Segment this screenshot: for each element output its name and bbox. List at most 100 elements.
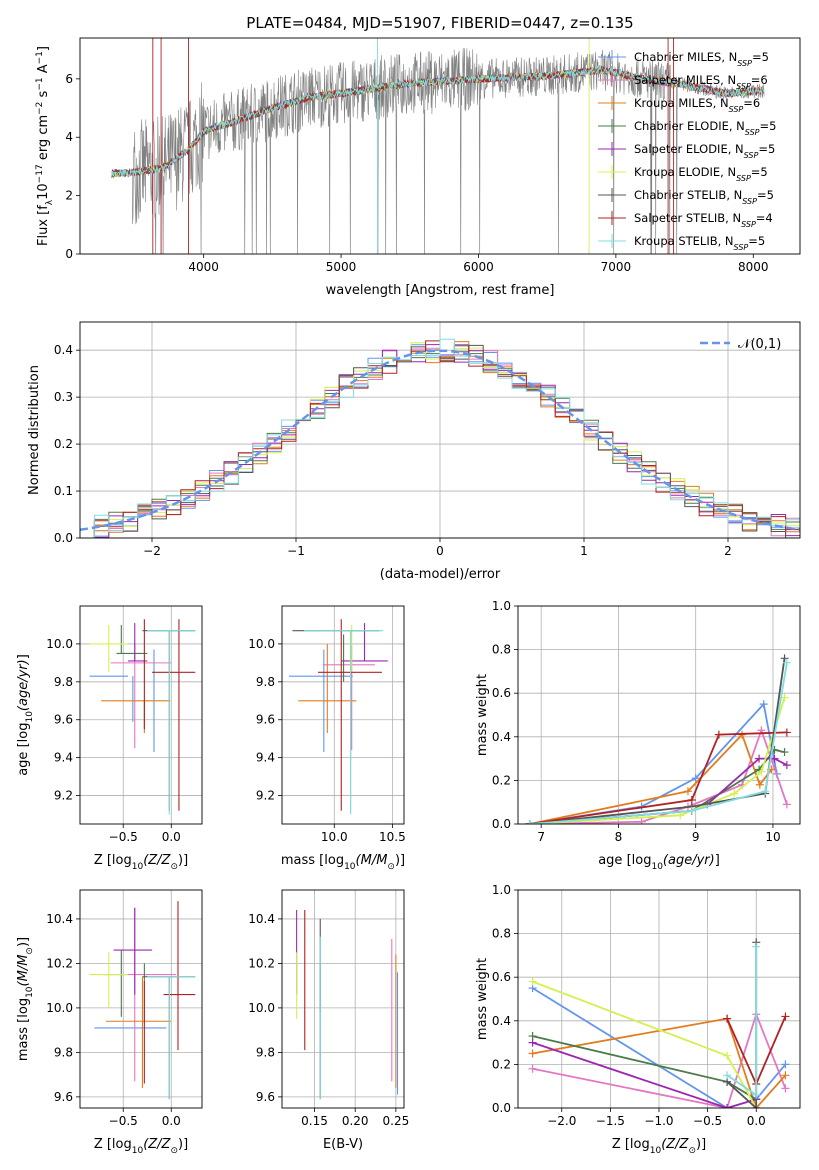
plot-area (89, 901, 196, 1100)
weight-marker (781, 1084, 790, 1093)
y-tick-label: 0.6 (492, 686, 511, 700)
weight-marker (687, 796, 696, 805)
plot-area (111, 38, 765, 254)
y-tick-label: 0.8 (492, 927, 511, 941)
legend-entry: Salpeter MILES, NSSP=6 (634, 73, 768, 91)
weight-marker (752, 942, 761, 951)
x-tick-label: 9 (692, 830, 700, 844)
panel-age-vs-Z: −0.5 0.0 9.2 9.4 9.6 9.8 10.0 Z [log10(Z/Z⊙)] ag… (16, 605, 203, 872)
x-tick-label: 10 (765, 830, 780, 844)
axes-border (79, 321, 801, 539)
weight-marker (691, 774, 700, 783)
weight-marker (782, 800, 791, 809)
x-tick-label: 5000 (326, 260, 357, 274)
y-tick-label: 9.6 (256, 713, 275, 727)
y-tick-label: 9.8 (54, 675, 73, 689)
y-tick-label: 10.2 (46, 956, 73, 970)
x-tick-label: 1 (580, 544, 588, 558)
x-tick-label: 0.0 (162, 830, 181, 844)
plot-area (528, 938, 790, 1108)
panel-weight-vs-age: 7 8 9 10 0.0 0.2 0.4 0.6 0.8 1.0 age [log10(age/yr… (475, 599, 801, 872)
panel-mass-vs-ebv: 0.15 0.20 0.25 9.6 9.8 10.0 10.2 10.4 E(B-V) (248, 889, 410, 1152)
x-tick-label: 2 (724, 544, 732, 558)
x-tick-label: −1.5 (596, 1114, 625, 1128)
x-tick-label: 6000 (463, 260, 494, 274)
axes-frame: −0.5 0.0 9.2 9.4 9.6 9.8 10.0 (46, 637, 181, 844)
y-tick-label: 4 (65, 130, 73, 144)
weight-marker (723, 1014, 732, 1023)
x-axis-label: mass [log10(M/M⊙)] (281, 853, 405, 872)
x-axis-label: E(B-V) (323, 1137, 363, 1152)
y-tick-label: 0.2 (54, 437, 73, 451)
y-tick-label: 0 (65, 247, 73, 261)
x-tick-label: 0.20 (342, 1114, 369, 1128)
legend-entry: Salpeter STELIB, NSSP=4 (634, 211, 773, 229)
x-tick-label: 0.0 (162, 1114, 181, 1128)
x-tick-label: −0.5 (109, 830, 138, 844)
x-axis-label: Z [log10(Z/Z⊙)] (94, 1137, 188, 1156)
weight-line-kroupa-miles (532, 1017, 787, 1108)
chart-title: PLATE=0484, MJD=51907, FIBERID=0447, z=0… (246, 14, 633, 32)
y-tick-label: 9.2 (256, 789, 275, 803)
x-tick-label: 0.0 (747, 1114, 766, 1128)
weight-marker (687, 806, 696, 815)
y-tick-label: 0.8 (492, 643, 511, 657)
x-tick-label: 7000 (601, 260, 632, 274)
panel-weight-vs-Z: −2.0 −1.5 −1.0 −0.5 0.0 0.0 0.2 0.4 0.6 0.8 1.0 Z [… (475, 883, 801, 1156)
y-tick-label: 10.0 (46, 637, 73, 651)
axes-frame: −2.0 −1.5 −1.0 −0.5 0.0 0.0 0.2 0.4 0.6 0.8 1.0 (492, 883, 766, 1128)
weight-marker (757, 767, 766, 776)
x-tick-label: −1 (287, 544, 305, 558)
weight-marker (528, 1049, 537, 1058)
x-tick-label: 8000 (738, 260, 769, 274)
weight-marker (723, 1104, 732, 1108)
y-axis-label: mass weight (475, 958, 490, 1040)
weight-marker (759, 700, 768, 709)
axes-frame: 4000 5000 6000 7000 8000 0 2 4 6 (65, 72, 768, 274)
weight-marker (683, 787, 692, 796)
x-axis-label: age [log10(age/yr)] (598, 853, 720, 872)
panel-age-vs-mass: 10.0 10.5 9.2 9.4 9.6 9.8 10.0 mass [log10(M/M⊙… (248, 605, 406, 872)
y-tick-label: 10.0 (46, 1001, 73, 1015)
panel-spectrum: 4000 5000 6000 7000 8000 0 2 4 6 PLATE=0484, MJD=… (35, 14, 801, 298)
weight-marker (782, 728, 791, 737)
y-tick-label: 9.8 (54, 1045, 73, 1059)
y-tick-label: 10.2 (248, 956, 275, 970)
y-tick-label: 10.0 (248, 637, 275, 651)
weight-marker (723, 1051, 732, 1060)
x-tick-label: −2.0 (547, 1114, 576, 1128)
legend-entry: Salpeter ELODIE, NSSP=5 (634, 142, 775, 160)
plot-area (525, 654, 791, 824)
weight-marker (528, 1038, 537, 1047)
weight-marker (770, 754, 779, 763)
y-axis-label: Normed distribution (27, 365, 42, 495)
y-tick-label: 9.6 (54, 713, 73, 727)
y-tick-label: 9.4 (54, 751, 73, 765)
weight-marker (723, 1071, 732, 1080)
x-tick-label: −0.5 (693, 1114, 722, 1128)
weight-marker (528, 1064, 537, 1073)
weight-marker (525, 820, 534, 824)
y-axis-label: mass [log10(M/M⊙)] (16, 937, 35, 1061)
weight-marker (637, 817, 646, 824)
y-tick-label: 9.8 (256, 1045, 275, 1059)
y-tick-label: 0.4 (54, 343, 73, 357)
y-tick-label: 2 (65, 189, 73, 203)
x-tick-label: 0.25 (383, 1114, 410, 1128)
weight-marker (780, 748, 789, 757)
weight-marker (781, 1071, 790, 1080)
weight-line-salpeter-elodie (532, 1041, 757, 1108)
y-tick-label: 1.0 (492, 599, 511, 613)
weight-marker (781, 1060, 790, 1069)
weight-marker (755, 754, 764, 763)
weight-line-chabrier-elodie (532, 1035, 757, 1101)
y-tick-label: 9.6 (256, 1090, 275, 1104)
y-tick-label: 0.2 (492, 1057, 511, 1071)
legend-entry: Chabrier MILES, NSSP=5 (634, 50, 769, 68)
y-tick-label: 0.4 (492, 1014, 511, 1028)
panel-mass-vs-Z: −0.5 0.0 9.6 9.8 10.0 10.2 10.4 Z [log10(Z/Z⊙)]… (16, 889, 203, 1156)
x-axis-label: wavelength [Angstrom, rest frame] (326, 283, 555, 298)
axes-border (79, 37, 801, 255)
y-tick-label: 9.2 (54, 789, 73, 803)
y-tick-label: 10.4 (46, 912, 73, 926)
